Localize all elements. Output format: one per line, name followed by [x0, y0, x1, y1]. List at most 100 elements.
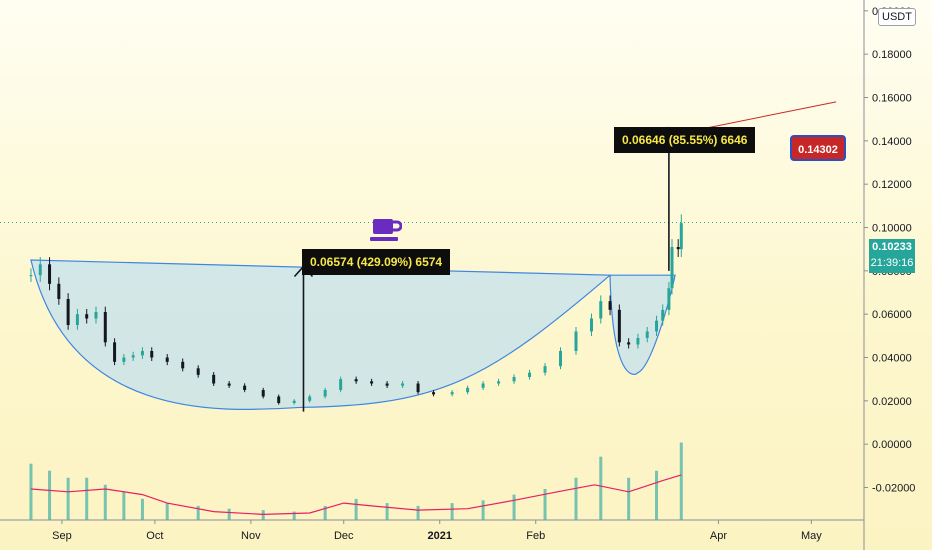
candle-body [308, 396, 312, 401]
x-tick-label: Apr [710, 530, 727, 542]
volume-bar [85, 477, 89, 520]
candle-body [75, 314, 79, 325]
volume-bar [599, 456, 603, 520]
candle-body [323, 390, 327, 397]
candle-body [676, 247, 680, 250]
last-price-value: 0.10233 [872, 241, 912, 253]
volume-bar [29, 463, 33, 520]
x-tick-label: Feb [526, 530, 545, 542]
candle-body [94, 312, 98, 319]
candle-body [589, 318, 593, 332]
volume-bar [227, 508, 231, 520]
candle-body [667, 288, 671, 310]
candle-body [212, 374, 216, 384]
volume-bar [261, 510, 265, 520]
volume-ma-line [30, 474, 682, 516]
candle-body [227, 383, 231, 386]
candle-body [196, 368, 200, 375]
candle-body [401, 383, 405, 386]
candle-body [243, 385, 247, 390]
candle-body [277, 396, 281, 403]
y-tick-label: 0.14000 [872, 136, 912, 148]
candle-body [599, 301, 603, 319]
candle-body [140, 351, 144, 356]
x-tick-label: May [801, 530, 822, 542]
y-tick-label: 0.06000 [872, 309, 912, 321]
candle-body [645, 331, 649, 338]
candle-body [150, 351, 154, 358]
y-tick-label: 0.12000 [872, 179, 912, 191]
candle-body [670, 247, 674, 289]
candle-body [261, 390, 265, 397]
y-tick-label: 0.18000 [872, 49, 912, 61]
candle-body [181, 361, 185, 369]
volume-bar [140, 498, 144, 520]
volume-bar [196, 505, 200, 520]
bar-countdown: 21:39:16 [870, 257, 914, 269]
volume-bar [122, 491, 126, 520]
y-tick-label: 0.10000 [872, 223, 912, 235]
candle-body [636, 338, 640, 345]
x-tick-label: Nov [241, 530, 261, 542]
cup-measure-label[interactable]: 0.06574 (429.09%) 6574 [302, 249, 451, 275]
volume-bar [48, 470, 52, 520]
target-price-badge[interactable]: 0.14302 [790, 135, 846, 161]
candle-body [292, 400, 296, 403]
volume-bar [481, 500, 485, 520]
candle-body [416, 383, 420, 393]
x-tick-label: Oct [146, 530, 163, 542]
candle-body [543, 366, 547, 373]
candle-body [655, 320, 659, 332]
candle-body [165, 357, 169, 362]
y-tick-label: 0.16000 [872, 93, 912, 105]
candle-body [574, 331, 578, 351]
candle-body [608, 301, 612, 310]
candle-body [559, 351, 563, 367]
currency-badge[interactable]: USDT [878, 8, 916, 26]
y-tick-label: 0.02000 [872, 396, 912, 408]
candle-body [627, 342, 631, 345]
candle-body [354, 379, 358, 382]
candle-body [385, 383, 389, 386]
handle-measure-label[interactable]: 0.06646 (85.55%) 6646 [614, 127, 756, 153]
candle-body [497, 381, 501, 384]
volume-bar [543, 489, 547, 520]
candle-body [113, 342, 117, 362]
volume-bar [66, 477, 70, 520]
candle-body [29, 275, 33, 277]
volume-bar [385, 503, 389, 520]
volume-bar [103, 484, 107, 520]
candle-body [466, 387, 470, 393]
candle-body [131, 355, 135, 358]
candle-body [528, 372, 532, 377]
candle-body [450, 392, 454, 395]
volume-bar [165, 503, 169, 520]
cup-pattern-shape [30, 259, 612, 411]
candle-body [370, 381, 374, 384]
y-tick-label: -0.02000 [872, 483, 915, 495]
x-tick-label: Dec [334, 530, 354, 542]
candle-body [122, 357, 126, 362]
candle-body [103, 312, 107, 343]
candle-body [679, 223, 683, 250]
volume-bar [679, 442, 683, 520]
volume-bar [354, 498, 358, 520]
volume-bar [512, 494, 516, 520]
last-price-badge: 0.10233 21:39:16 [869, 239, 915, 273]
volume-bar [323, 505, 327, 520]
candle-body [48, 264, 52, 284]
candle-body [57, 283, 61, 299]
y-tick-label: 0.00000 [872, 439, 912, 451]
candle-body [38, 264, 42, 276]
coffee-cup-icon [370, 219, 402, 241]
volume-bar [655, 470, 659, 520]
y-tick-label: 0.04000 [872, 353, 912, 365]
candle-body [66, 299, 70, 325]
x-tick-label: Sep [52, 530, 72, 542]
volume-bar [627, 477, 631, 520]
x-tick-label: 2021 [427, 530, 451, 542]
candle-body [85, 314, 89, 319]
candle-body [617, 309, 621, 343]
